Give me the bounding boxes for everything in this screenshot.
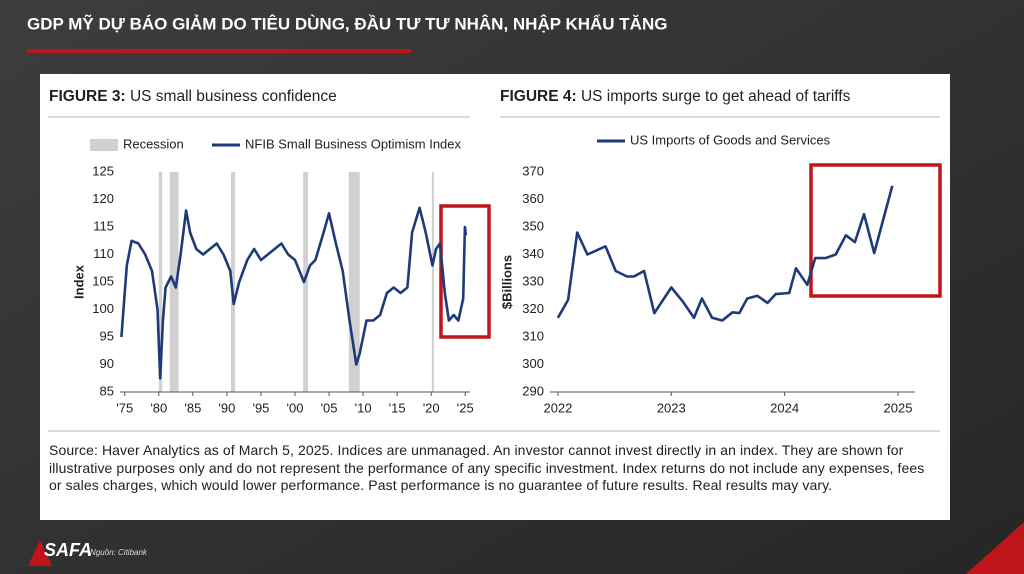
logo: SAFA	[44, 540, 92, 560]
figure-label: FIGURE 4:	[500, 88, 577, 105]
slide-title: GDP MỸ DỰ BÁO GIẢM DO TIÊU DÙNG, ĐẦU TƯ …	[27, 13, 667, 33]
y-tick-label: 300	[522, 356, 544, 371]
y-tick-label: 105	[92, 273, 114, 288]
data-line	[556, 185, 894, 322]
panel	[40, 74, 950, 520]
x-tick-label: '75	[116, 400, 133, 415]
y-tick-label: 125	[92, 163, 114, 178]
source-credit: Nguồn: Citibank	[90, 548, 148, 557]
highlight-box	[809, 163, 942, 298]
logo-mark	[28, 540, 52, 566]
x-tick-label: '10	[355, 400, 372, 415]
y-tick-label: 110	[93, 246, 114, 261]
y-tick-label: 90	[100, 356, 114, 371]
title-underline	[27, 49, 411, 53]
legend-swatch	[90, 139, 118, 151]
recession-band	[230, 172, 236, 392]
x-tick-label: '05	[321, 400, 338, 415]
recession-band	[431, 172, 434, 392]
y-tick-label: 360	[522, 191, 544, 206]
chart-title: FIGURE 3: US small business confidence	[49, 88, 337, 105]
y-tick-label: 350	[522, 218, 544, 233]
y-tick-label: 340	[522, 246, 544, 261]
y-tick-label: 330	[522, 273, 544, 288]
y-tick-label: 85	[100, 383, 114, 398]
figure-label: FIGURE 3:	[49, 88, 126, 105]
x-tick-label: 2024	[770, 400, 799, 415]
y-axis-title: $Billions	[499, 255, 514, 309]
y-tick-label: 115	[93, 218, 114, 233]
y-tick-label: 290	[522, 383, 544, 398]
y-tick-label: 100	[92, 301, 114, 316]
y-tick-label: 310	[522, 328, 544, 343]
x-tick-label: 2022	[543, 400, 572, 415]
legend-label: Recession	[123, 136, 184, 151]
y-axis-title: Index	[71, 264, 86, 299]
y-tick-label: 370	[522, 163, 544, 178]
recession-band	[348, 172, 360, 392]
source-note: Source: Haver Analytics as of March 5, 2…	[49, 442, 925, 493]
x-tick-label: '25	[457, 400, 474, 415]
legend-label: NFIB Small Business Optimism Index	[245, 136, 462, 151]
highlight-box	[439, 204, 491, 339]
y-tick-label: 320	[522, 301, 544, 316]
y-tick-label: 95	[100, 328, 114, 343]
y-tick-label: 120	[92, 191, 114, 206]
x-tick-label: '85	[184, 400, 201, 415]
recession-band	[303, 172, 308, 392]
title-text: US imports surge to get ahead of tariffs	[581, 88, 851, 105]
title-text: US small business confidence	[130, 88, 337, 105]
x-tick-label: 2025	[884, 400, 913, 415]
recession-band	[158, 172, 163, 392]
legend-label: US Imports of Goods and Services	[630, 132, 831, 147]
chart-title: FIGURE 4: US imports surge to get ahead …	[500, 88, 851, 105]
x-tick-label: '00	[287, 400, 304, 415]
x-tick-label: '15	[389, 400, 406, 415]
x-tick-label: '80	[150, 400, 167, 415]
data-line	[120, 206, 468, 380]
x-tick-label: '95	[252, 400, 269, 415]
x-tick-label: 2023	[657, 400, 686, 415]
corner-decoration	[966, 522, 1024, 574]
x-tick-label: '90	[218, 400, 235, 415]
x-tick-label: '20	[423, 400, 440, 415]
